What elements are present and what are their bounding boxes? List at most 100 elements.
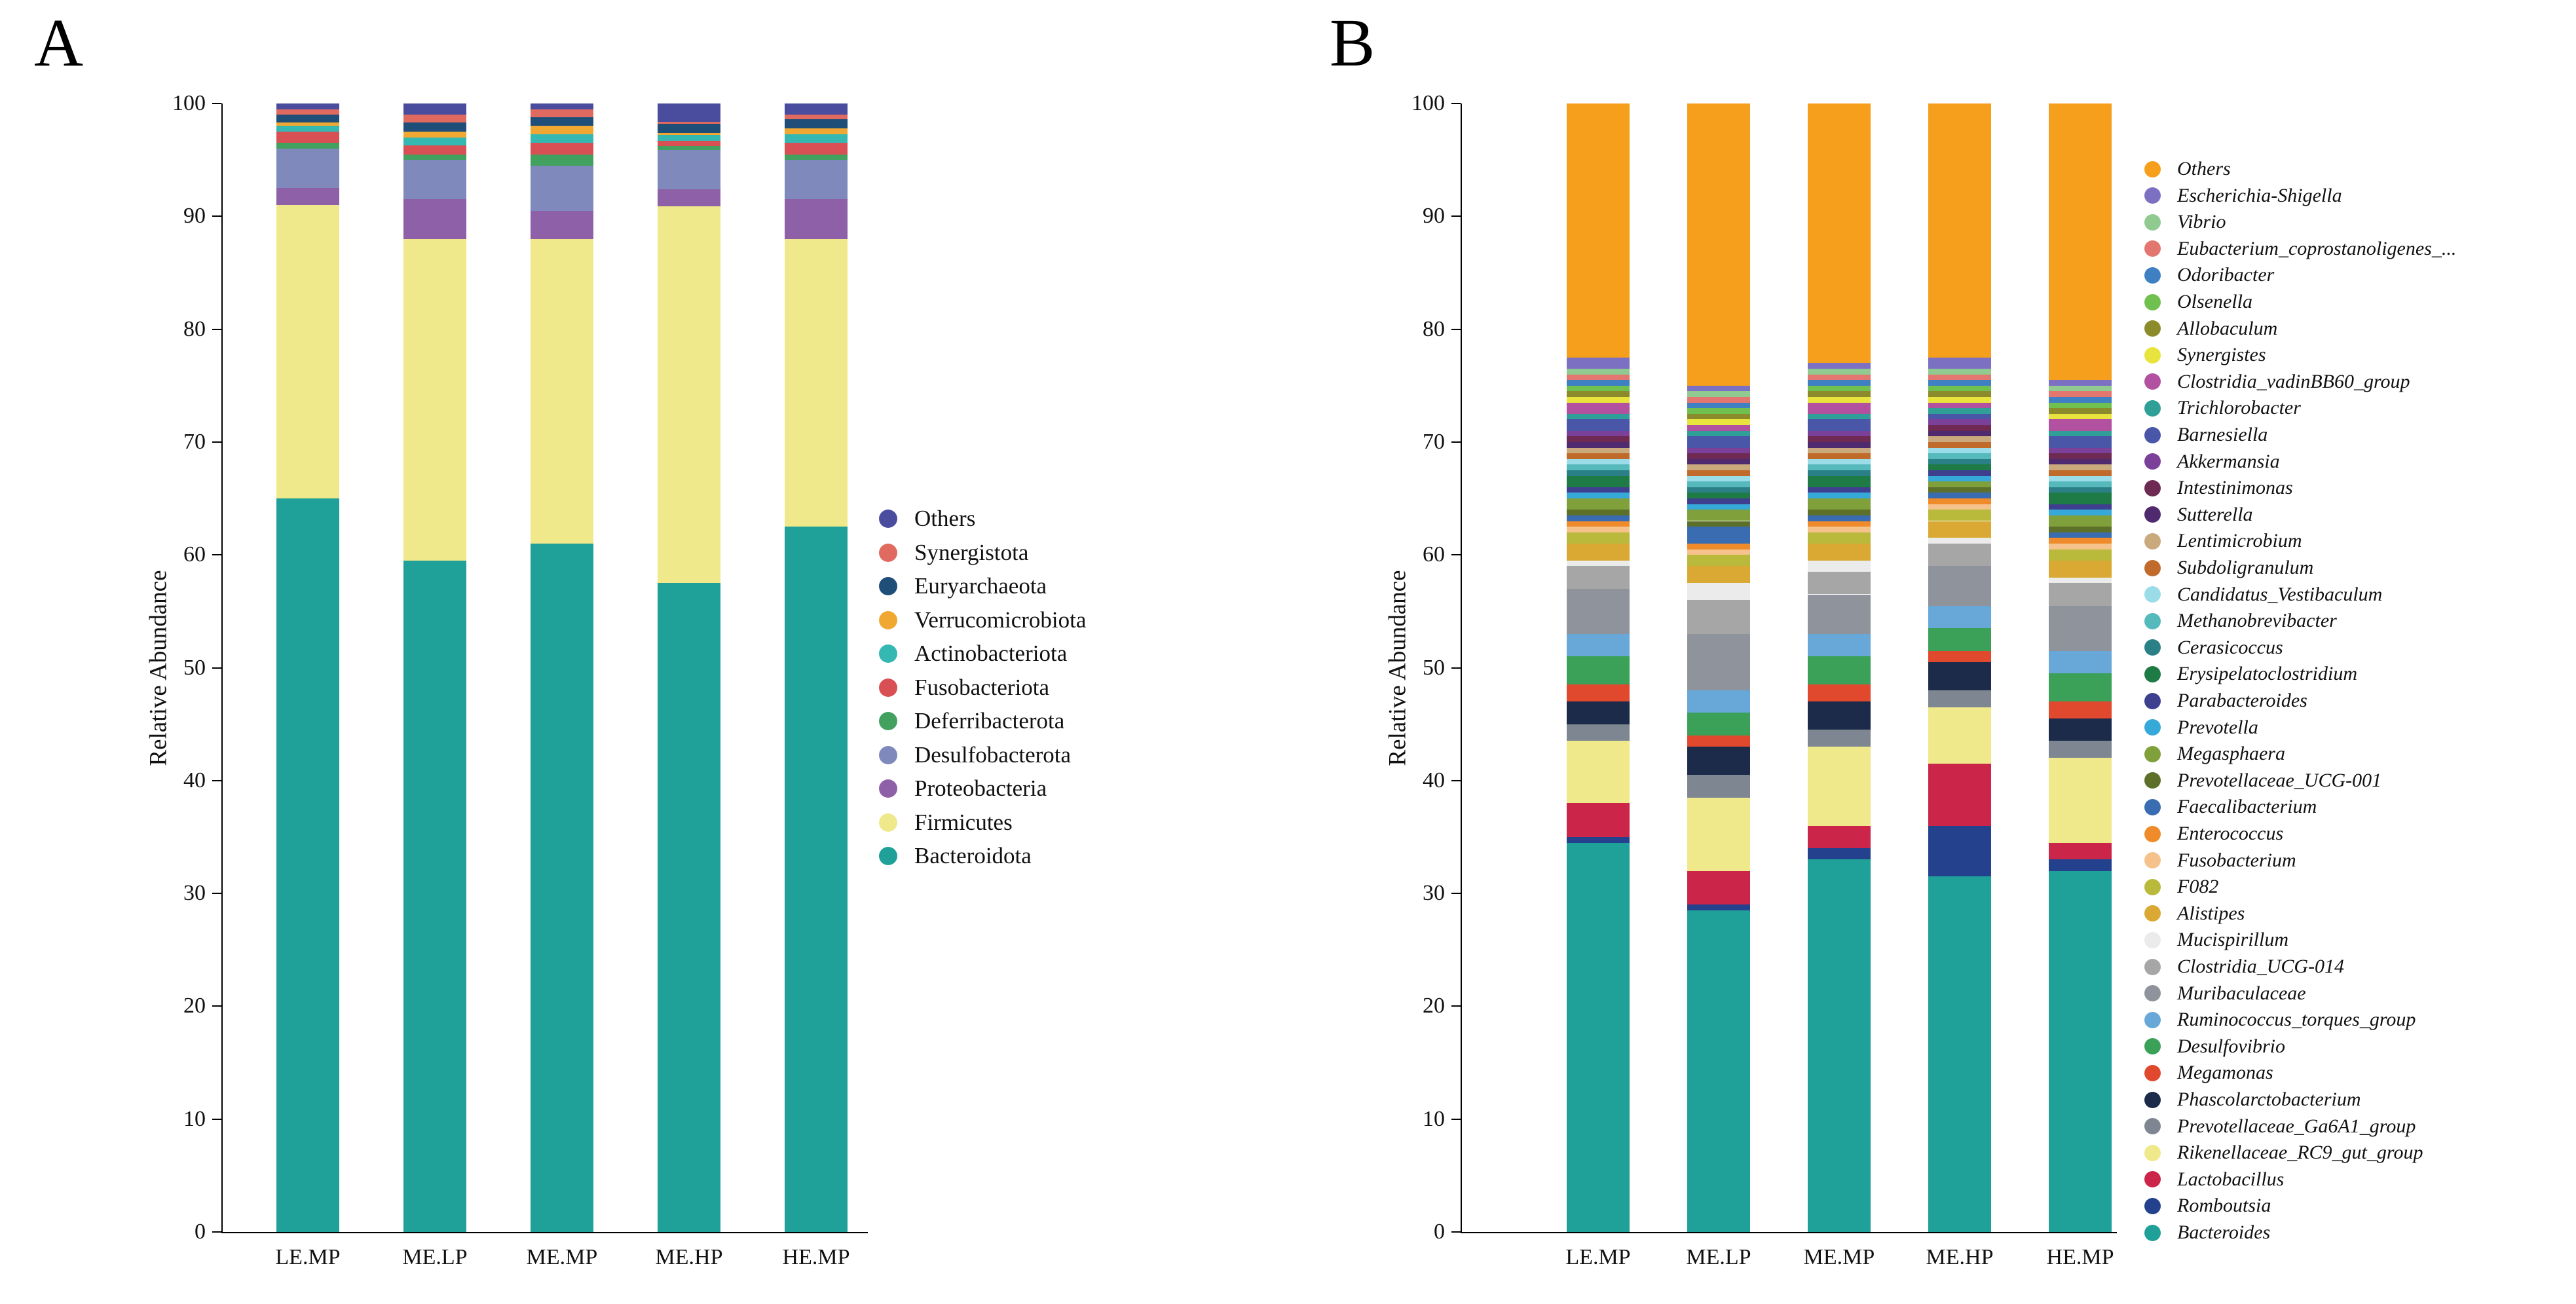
bar-segment (1567, 441, 1630, 448)
legend-label: Methanobrevibacter (2177, 610, 2337, 632)
bar-segment (1687, 633, 1750, 690)
bar-segment (1928, 510, 1991, 521)
bar-segment (1687, 797, 1750, 871)
bar-segment (1687, 549, 1750, 555)
bar-segment (1928, 419, 1991, 426)
bar-segment (1567, 741, 1630, 804)
y-tick-label: 10 (1423, 1106, 1445, 1131)
bar-segment (1567, 380, 1630, 386)
bar-segment (2049, 560, 2112, 578)
bar-segment (1567, 633, 1630, 657)
legend-color-dot (2144, 1064, 2161, 1081)
legend-color-dot (2144, 852, 2161, 869)
y-tick-label: 20 (183, 994, 206, 1018)
legend-color-dot (879, 847, 897, 865)
bar-segment (1687, 103, 1750, 386)
bar-segment (1687, 870, 1750, 905)
bar-segment (1687, 583, 1750, 601)
bar-segment (785, 119, 848, 128)
y-axis-line (1461, 103, 1462, 1233)
legend-label: Desulfobacterota (914, 741, 1072, 768)
legend-label: Bacteroidota (914, 843, 1032, 868)
bar-segment (1808, 527, 1871, 532)
bar-segment (1567, 391, 1630, 397)
bar-segment (2049, 510, 2112, 515)
bar-segment (1928, 453, 1991, 459)
bar-segment (1928, 402, 1991, 409)
bar-segment (1808, 458, 1871, 465)
legend-label: Synergistes (2177, 344, 2266, 366)
bar-segment (1567, 458, 1630, 465)
bar-segment (1808, 825, 1871, 849)
bar-segment (2049, 436, 2112, 448)
bar-segment (2049, 538, 2112, 544)
legend-label: Deferribacterota (914, 708, 1065, 734)
bar-segment (276, 205, 339, 499)
bar-segment (1567, 493, 1630, 499)
bar-segment (1808, 402, 1871, 414)
bar-segment (531, 238, 593, 544)
legend-label: Clostridia_UCG-014 (2177, 956, 2345, 977)
bar-segment (1928, 447, 1991, 454)
legend-color-dot (2144, 187, 2161, 204)
legend-label: Megamonas (2177, 1062, 2273, 1084)
bar-segment (1928, 458, 1991, 465)
bar-segment (1567, 543, 1630, 561)
bar-segment (2049, 453, 2112, 459)
legend-color-dot (879, 678, 897, 697)
legend-color-dot (2144, 586, 2161, 603)
bar-segment (1928, 876, 1991, 1232)
bar-segment (1928, 628, 1991, 651)
bar-segment (1687, 600, 1750, 634)
bar-segment (1687, 413, 1750, 420)
y-tick-label: 80 (183, 316, 206, 341)
bar-segment (2049, 470, 2112, 476)
bar-segment (1687, 747, 1750, 775)
legend-label: Parabacteroides (2177, 690, 2307, 711)
bar-segment (403, 132, 466, 138)
bar-segment (276, 126, 339, 132)
legend-label: Desulfovibrio (2177, 1035, 2285, 1057)
legend-label: Akkermansia (2177, 450, 2280, 472)
y-tick-label: 80 (1423, 316, 1445, 341)
legend-color-dot (2144, 1118, 2161, 1135)
bar-segment (1687, 775, 1750, 798)
y-tickmark (212, 1231, 221, 1233)
legend-color-dot (2144, 772, 2161, 789)
bar-segment (1687, 690, 1750, 713)
bar-segment (1567, 724, 1630, 741)
bar-segment (531, 103, 593, 109)
legend-label: Lactobacillus (2177, 1168, 2285, 1190)
bar-segment (2049, 385, 2112, 392)
bar-segment (1567, 701, 1630, 724)
bar-segment (1687, 735, 1750, 747)
bar-segment (276, 122, 339, 126)
legend-label: Mucispirillum (2177, 929, 2288, 951)
bar-segment (1687, 408, 1750, 414)
bar-segment (1567, 566, 1630, 589)
bar-segment (658, 149, 720, 189)
y-tick-label: 100 (172, 91, 206, 115)
bar-segment (1928, 374, 1991, 381)
bar-segment (1567, 588, 1630, 634)
bar-segment (1687, 430, 1750, 437)
legend-label: Subdoligranulum (2177, 557, 2314, 578)
bar-segment (1567, 413, 1630, 420)
bar-segment (1567, 656, 1630, 685)
bar-segment (785, 134, 848, 143)
bar-segment (785, 199, 848, 239)
y-tick-label: 50 (183, 655, 206, 680)
bar-segment (1928, 425, 1991, 431)
x-axis-line (1461, 1232, 2117, 1233)
bar-segment (1928, 538, 1991, 544)
bar-segment (2049, 481, 2112, 487)
bar-segment (2049, 493, 2112, 504)
bar-segment (1567, 436, 1630, 442)
bar-segment (1687, 521, 1750, 527)
bar-segment (1928, 763, 1991, 826)
bar-segment (1567, 447, 1630, 454)
legend-label: Fusobacterium (2177, 849, 2296, 871)
legend-color-dot (2144, 453, 2161, 470)
bar-segment (1808, 543, 1871, 561)
bar-segment (1928, 385, 1991, 392)
